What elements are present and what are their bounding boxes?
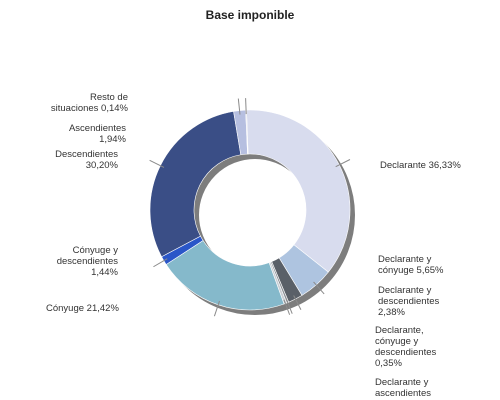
label-line: Declarante y: [378, 254, 432, 265]
label-line: Declarante y: [378, 285, 432, 296]
label-line: Cónyuge y: [73, 245, 119, 256]
label-line: descendientes: [375, 347, 437, 358]
slice-labels: Declarante 36,33%Declarante y cónyuge 5,6…: [46, 92, 461, 399]
leader-resto-de-situaciones: [245, 98, 247, 115]
label-line: situaciones 0,14%: [51, 103, 129, 114]
label-line: 1,44%: [91, 267, 118, 278]
donut-slices: [149, 109, 351, 311]
label-line: descendientes: [57, 256, 119, 267]
leader-declarante-conyuge-y-descendientes: [285, 298, 293, 314]
label-line: cónyuge y: [375, 336, 419, 347]
leader-declarante-y-ascendientes: [283, 299, 291, 315]
label-ascendientes: Ascendientes 1,94%: [69, 123, 127, 145]
leader-conyuge-y-descendientes: [153, 258, 168, 268]
chart-title: Base imponible: [206, 8, 295, 22]
label-conyuge-y-descendientes: Cónyuge y descendientes 1,44%: [57, 245, 119, 278]
leader-declarante-y-conyuge: [313, 281, 325, 295]
leader-lines: [149, 98, 351, 317]
leader-declarante-y-descendientes: [293, 295, 302, 310]
label-declarante-y-descendientes: Declarante y descendientes 2,38%: [378, 285, 440, 318]
label-line: Declarante 36,33%: [380, 160, 461, 171]
label-line: Cónyuge 21,42%: [46, 303, 119, 314]
label-resto-de-situaciones: Resto de situaciones 0,14%: [51, 92, 129, 114]
label-line: Ascendientes: [69, 123, 126, 134]
label-line: 2,38%: [378, 307, 405, 318]
label-line: ascendientes: [375, 388, 431, 399]
leader-ascendientes: [237, 98, 241, 115]
slice-descendientes[interactable]: [149, 111, 242, 258]
label-line: Resto de: [90, 92, 128, 103]
slice-declarante[interactable]: [246, 109, 351, 273]
leader-descendientes: [149, 159, 165, 168]
label-declarante-y-conyuge: Declarante y cónyuge 5,65%: [378, 254, 444, 276]
label-declarante: Declarante 36,33%: [380, 160, 461, 171]
label-line: Descendientes: [55, 149, 118, 160]
label-line: Declarante y: [375, 377, 429, 388]
label-declarante-conyuge-y-descendientes: Declarante, cónyuge y descendientes 0,35%: [375, 325, 437, 369]
label-line: descendientes: [378, 296, 440, 307]
label-line: 0,35%: [375, 358, 402, 369]
label-line: Declarante,: [375, 325, 424, 336]
label-descendientes: Descendientes 30,20%: [55, 149, 118, 171]
label-line: 1,94%: [99, 134, 126, 145]
leader-declarante: [335, 159, 351, 168]
label-conyuge: Cónyuge 21,42%: [46, 303, 119, 314]
label-declarante-y-ascendientes: Declarante y ascendientes: [375, 377, 431, 399]
label-line: 30,20%: [86, 160, 119, 171]
label-line: cónyuge 5,65%: [378, 265, 444, 276]
leader-conyuge: [213, 300, 220, 317]
